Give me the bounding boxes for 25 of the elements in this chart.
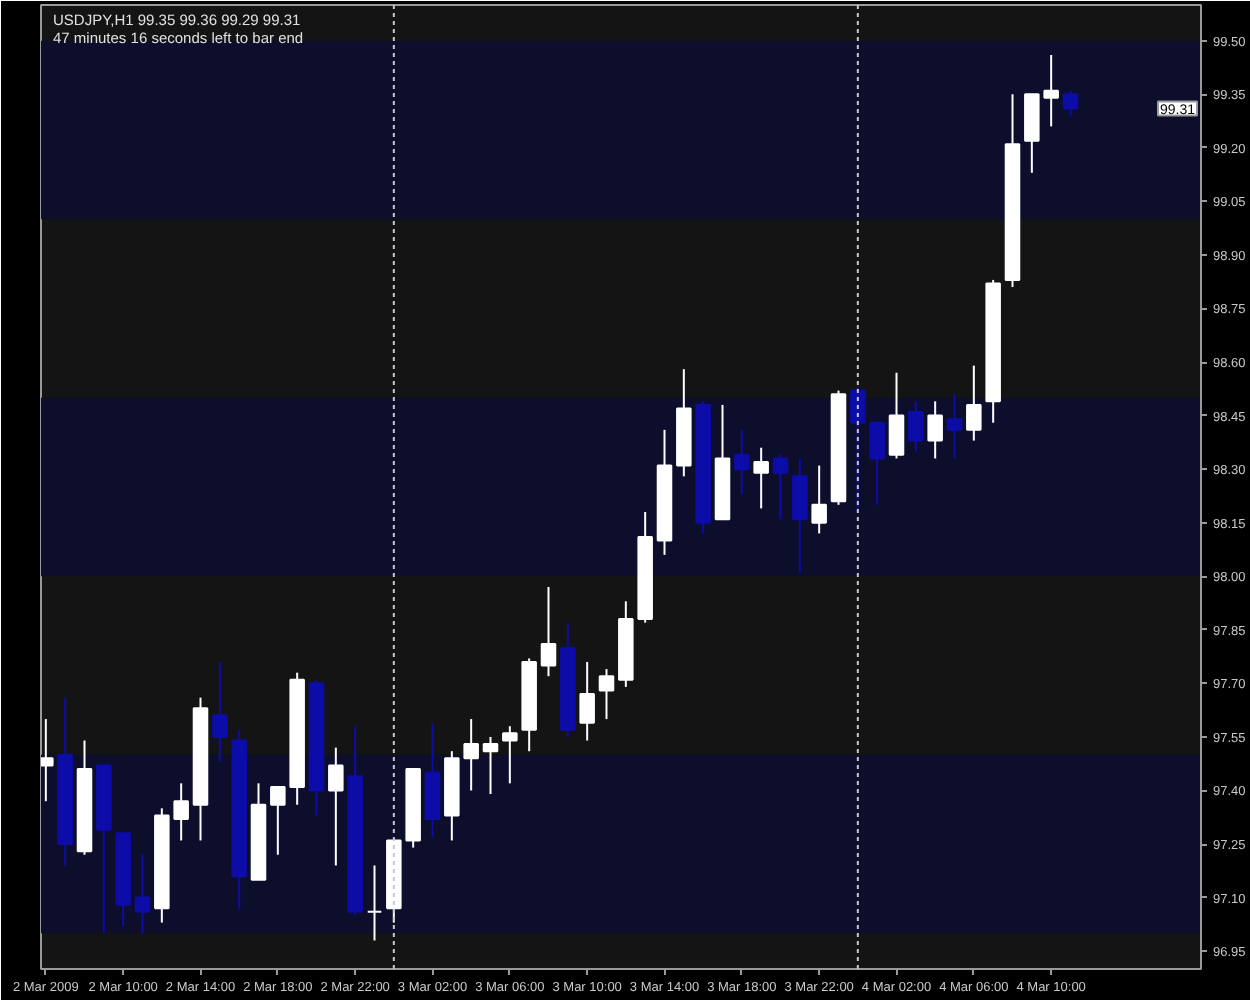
candlestick <box>134 853 151 935</box>
candlestick <box>212 660 228 763</box>
candlestick <box>927 400 943 460</box>
candlestick <box>579 660 595 742</box>
candlestick <box>598 668 615 721</box>
candlestick <box>966 364 982 442</box>
candlestick <box>41 718 54 803</box>
candlestick <box>772 453 789 521</box>
candlestick <box>424 721 441 838</box>
candlestick <box>734 428 750 496</box>
candlestick <box>366 864 383 942</box>
candlestick <box>270 785 286 856</box>
candlestick <box>869 421 885 506</box>
candlestick <box>888 371 905 460</box>
candlestick <box>540 585 557 678</box>
candlestick <box>811 464 827 535</box>
candlestick <box>502 725 518 785</box>
candlestick <box>946 393 963 460</box>
candlestick <box>463 718 479 792</box>
candlestick <box>328 746 344 867</box>
candlestick <box>908 400 924 453</box>
candlestick <box>482 735 499 796</box>
candlestick <box>753 446 769 510</box>
candlestick <box>792 457 808 574</box>
candlestick <box>1062 89 1079 117</box>
